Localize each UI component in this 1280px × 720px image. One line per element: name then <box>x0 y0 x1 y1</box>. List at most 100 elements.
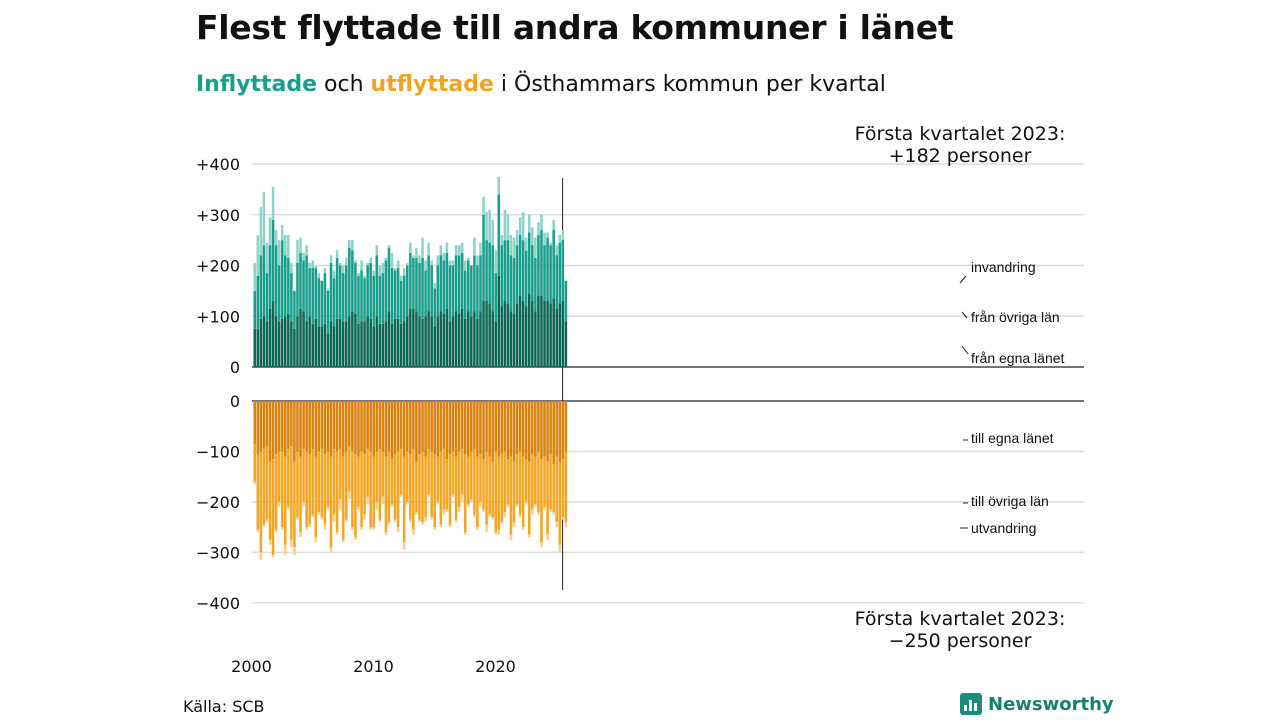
bar-in-1-q64 <box>448 265 452 322</box>
y-tick-label-top: +100 <box>196 307 240 326</box>
bar-in-0-q59 <box>433 326 436 367</box>
bar-in-1-q42 <box>381 273 385 324</box>
bar-in-2-q86 <box>515 229 519 246</box>
bar-out-0-q35 <box>360 401 363 452</box>
bar-out-0-q50 <box>406 401 409 452</box>
bar-in-2-q9 <box>280 224 284 241</box>
bar-out-1-q11 <box>287 448 290 507</box>
bar-out-2-q25 <box>329 547 333 553</box>
bar-in-1-q3 <box>262 245 266 317</box>
bar-in-2-q70 <box>467 257 470 261</box>
bar-out-1-q21 <box>317 451 321 512</box>
bar-in-0-q62 <box>442 313 446 367</box>
bar-in-2-q96 <box>546 232 549 238</box>
bar-in-1-q33 <box>354 262 357 314</box>
bar-in-0-q85 <box>512 313 516 367</box>
bar-out-0-q21 <box>317 401 321 452</box>
bar-in-2-q24 <box>326 288 330 291</box>
bar-in-2-q76 <box>485 212 488 241</box>
bar-out-0-q4 <box>265 401 269 447</box>
bar-in-0-q79 <box>494 321 497 367</box>
bar-in-1-q86 <box>515 245 519 304</box>
bar-out-2-q6 <box>271 554 275 558</box>
bar-out-2-q39 <box>372 527 375 530</box>
bar-out-1-q79 <box>494 451 497 533</box>
bar-in-1-q12 <box>290 273 293 322</box>
bar-out-0-q52 <box>412 401 415 449</box>
bar-out-1-q42 <box>381 451 385 497</box>
bar-in-1-q28 <box>338 265 342 319</box>
newsworthy-logo[interactable]: Newsworthy <box>960 693 1114 715</box>
bar-out-2-q42 <box>381 496 385 505</box>
bar-in-1-q63 <box>445 252 449 309</box>
bar-in-0-q46 <box>393 318 397 367</box>
bar-out-2-q61 <box>439 524 443 528</box>
bar-out-2-q40 <box>375 501 379 510</box>
bar-out-1-q68 <box>460 448 464 495</box>
bar-out-2-q15 <box>299 532 302 538</box>
bar-in-2-q66 <box>454 245 458 256</box>
bar-in-0-q35 <box>360 321 363 367</box>
bar-out-1-q64 <box>448 453 452 525</box>
bar-out-2-q92 <box>534 504 537 507</box>
bar-in-1-q89 <box>524 250 528 307</box>
bar-out-1-q35 <box>360 451 363 528</box>
bar-out-0-q31 <box>348 401 351 447</box>
bar-in-2-q56 <box>424 260 427 271</box>
bar-in-1-q55 <box>421 257 424 319</box>
series-label-till-egna-lanet: till egna länet <box>971 430 1054 446</box>
bar-out-0-q0 <box>253 401 257 444</box>
bar-out-1-q55 <box>421 451 424 523</box>
bar-in-2-q48 <box>399 275 403 281</box>
bar-out-1-q4 <box>265 446 269 520</box>
bar-out-0-q60 <box>436 401 440 457</box>
bar-in-1-q13 <box>293 290 296 329</box>
bar-in-0-q28 <box>338 318 342 367</box>
bar-out-0-q36 <box>363 401 366 454</box>
annotation-bottom-line1: Första kvartalet 2023: <box>855 608 1066 630</box>
bar-in-1-q74 <box>479 255 482 312</box>
bar-out-0-q37 <box>366 401 369 449</box>
bar-in-0-q102 <box>564 321 568 367</box>
bar-out-1-q96 <box>546 461 549 535</box>
bar-out-1-q84 <box>509 456 513 535</box>
y-tick-label-top: 0 <box>230 358 240 377</box>
bar-out-2-q51 <box>409 519 412 523</box>
bar-out-1-q47 <box>396 451 400 528</box>
bar-in-1-q34 <box>357 275 360 324</box>
bar-out-2-q89 <box>524 501 528 505</box>
bar-in-1-q1 <box>256 275 260 329</box>
bar-in-2-q55 <box>421 237 424 258</box>
bar-out-1-q60 <box>436 456 440 502</box>
bar-out-0-q93 <box>537 401 540 452</box>
bar-out-2-q49 <box>402 542 406 550</box>
bar-in-0-q82 <box>503 301 507 367</box>
bar-in-1-q48 <box>399 280 403 324</box>
bar-in-0-q86 <box>515 303 519 367</box>
bar-out-2-q19 <box>311 514 314 518</box>
bar-out-1-q27 <box>335 451 339 533</box>
bar-in-1-q47 <box>396 268 400 319</box>
bar-out-0-q86 <box>515 401 519 454</box>
bar-in-0-q26 <box>332 326 336 367</box>
bar-in-2-q87 <box>518 217 522 236</box>
bar-out-0-q28 <box>338 401 342 449</box>
bar-out-2-q93 <box>537 511 540 515</box>
bar-in-2-q6 <box>271 186 275 220</box>
bar-out-0-q41 <box>378 401 382 449</box>
bar-out-0-q89 <box>524 401 528 460</box>
bar-out-0-q72 <box>473 401 476 449</box>
bar-in-1-q14 <box>296 262 299 317</box>
bar-out-0-q33 <box>354 401 357 454</box>
bar-in-1-q10 <box>284 255 287 317</box>
bar-out-1-q16 <box>302 448 305 502</box>
bar-in-0-q65 <box>451 316 455 367</box>
bar-in-2-q74 <box>479 242 482 256</box>
bar-out-1-q41 <box>378 448 382 520</box>
bar-out-2-q52 <box>412 529 415 535</box>
bar-in-1-q8 <box>277 265 281 322</box>
bar-out-2-q10 <box>284 544 287 555</box>
bar-out-1-q44 <box>387 451 391 523</box>
bar-out-2-q90 <box>528 534 531 538</box>
bar-out-1-q62 <box>442 448 446 510</box>
